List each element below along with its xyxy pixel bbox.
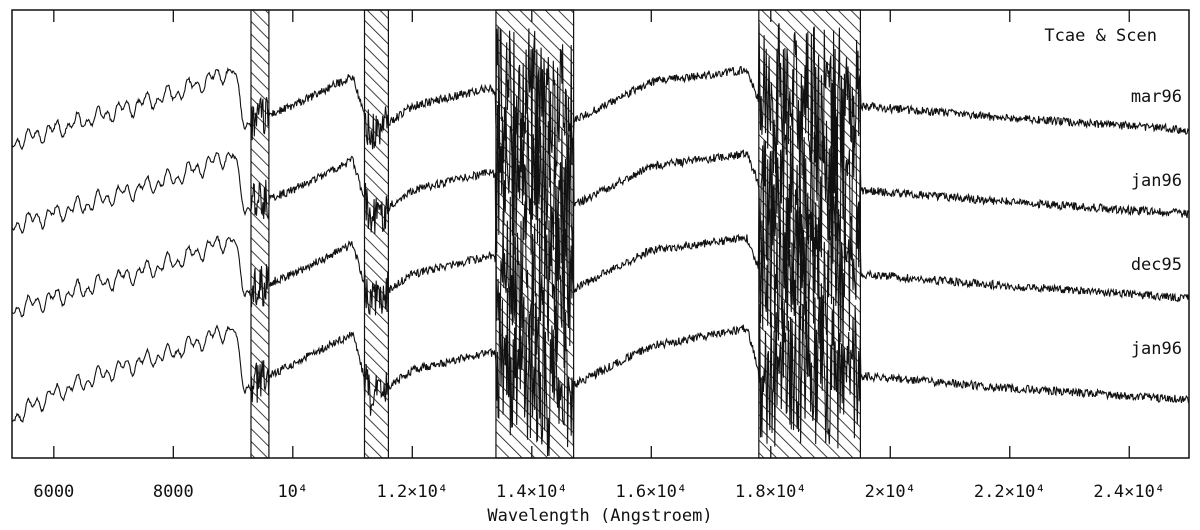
series-labels: mar96 jan96 dec95 jan96 [1131,87,1182,359]
series-line-mar96-1 [11,23,1189,198]
x-tick-label-8: 2×10⁴ [865,482,916,502]
series-line-dec95-3 [11,195,1190,369]
excluded-band-1 [250,9,270,459]
chart-title: Tcae & Scen [1044,26,1157,46]
spectra-series [11,23,1190,457]
x-tick-label-5: 1.4×10⁴ [496,482,568,502]
series-label-jan96-4: jan96 [1131,339,1182,359]
series-line-jan96-2 [11,104,1190,281]
series-label-jan96-2: jan96 [1131,171,1182,191]
x-axis-label: Wavelength (Angstroem) [487,506,712,526]
x-tick-label-9: 2.2×10⁴ [974,482,1046,502]
x-tick-label-10: 2.4×10⁴ [1093,482,1165,502]
x-tick-label-1: 6000 [33,482,74,502]
x-tick-label-4: 1.2×10⁴ [376,482,448,502]
x-tick-label-6: 1.6×10⁴ [615,482,687,502]
x-tick-label-2: 8000 [153,482,194,502]
x-axis-ticks: 6000 8000 10⁴ 1.2×10⁴ 1.4×10⁴ 1.6×10⁴ 1.8×10⁴ 2… [33,10,1165,502]
plot-frame [11,9,1190,459]
series-label-mar96-1: mar96 [1131,87,1182,107]
x-tick-label-3: 10⁴ [277,482,308,502]
x-tick-label-7: 1.8×10⁴ [735,482,807,502]
series-label-dec95-3: dec95 [1131,255,1182,275]
series-line-jan96-4 [11,287,1190,457]
